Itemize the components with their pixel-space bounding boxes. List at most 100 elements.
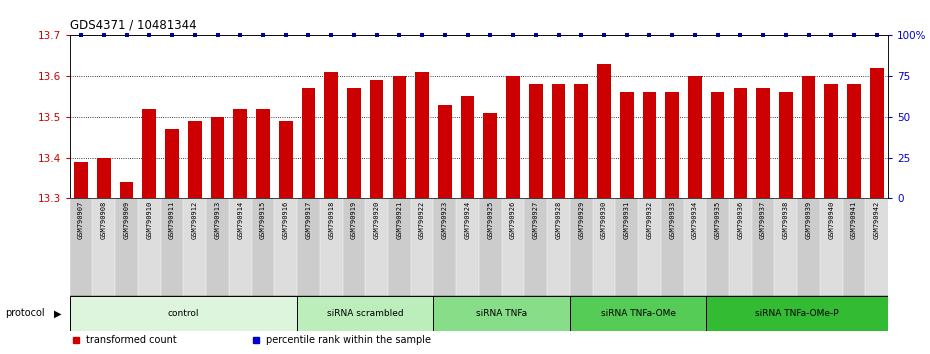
Bar — [252, 198, 274, 296]
Point — [347, 33, 362, 38]
Bar — [388, 198, 411, 296]
Bar — [616, 198, 638, 296]
Point — [756, 33, 771, 38]
Text: GSM790929: GSM790929 — [578, 201, 584, 239]
Bar — [297, 198, 320, 296]
Bar — [433, 198, 457, 296]
Point — [437, 33, 452, 38]
Text: GSM790936: GSM790936 — [737, 201, 743, 239]
Text: siRNA scrambled: siRNA scrambled — [327, 309, 404, 318]
Bar — [756, 88, 770, 198]
Bar — [870, 68, 884, 198]
Text: percentile rank within the sample: percentile rank within the sample — [266, 335, 432, 345]
Bar — [274, 198, 297, 296]
Text: GSM790921: GSM790921 — [396, 201, 403, 239]
Point — [324, 33, 339, 38]
Text: GDS4371 / 10481344: GDS4371 / 10481344 — [70, 19, 196, 32]
Point — [119, 33, 134, 38]
Bar — [706, 296, 888, 331]
Bar — [320, 198, 342, 296]
Bar — [460, 96, 474, 198]
Bar — [70, 198, 92, 296]
Bar — [325, 72, 338, 198]
Bar — [847, 84, 861, 198]
Text: GSM790934: GSM790934 — [692, 201, 698, 239]
Bar — [597, 64, 611, 198]
Text: GSM790939: GSM790939 — [805, 201, 812, 239]
Bar — [370, 80, 383, 198]
Point — [392, 33, 406, 38]
Text: GSM790927: GSM790927 — [533, 201, 538, 239]
Bar — [729, 198, 751, 296]
Bar — [665, 92, 679, 198]
Bar — [506, 76, 520, 198]
Bar — [706, 198, 729, 296]
Point — [256, 33, 271, 38]
Text: GSM790914: GSM790914 — [237, 201, 244, 239]
Bar — [684, 198, 706, 296]
Point — [97, 33, 112, 38]
Bar — [620, 92, 633, 198]
Bar — [547, 198, 570, 296]
Bar — [115, 198, 138, 296]
Bar — [92, 198, 115, 296]
Bar — [301, 88, 315, 198]
Point — [665, 33, 680, 38]
Point — [73, 33, 88, 38]
Point — [596, 33, 611, 38]
Point — [870, 33, 884, 38]
Bar — [484, 113, 498, 198]
Bar — [661, 198, 684, 296]
Point — [687, 33, 702, 38]
Bar — [70, 296, 297, 331]
Text: GSM790925: GSM790925 — [487, 201, 493, 239]
Bar — [211, 117, 224, 198]
Bar — [97, 158, 111, 198]
Point — [301, 33, 316, 38]
Text: GSM790913: GSM790913 — [215, 201, 220, 239]
Bar — [342, 198, 365, 296]
Text: GSM790917: GSM790917 — [305, 201, 312, 239]
Text: transformed count: transformed count — [86, 335, 177, 345]
Text: GSM790915: GSM790915 — [260, 201, 266, 239]
Bar — [802, 76, 816, 198]
Bar — [711, 92, 724, 198]
Bar — [416, 72, 429, 198]
Bar — [161, 198, 183, 296]
Point — [369, 33, 384, 38]
Bar — [411, 198, 433, 296]
Bar — [638, 198, 661, 296]
Bar — [643, 92, 657, 198]
Bar — [256, 109, 270, 198]
Bar — [347, 88, 361, 198]
Text: GSM790907: GSM790907 — [78, 201, 84, 239]
Text: GSM790920: GSM790920 — [374, 201, 379, 239]
Bar — [457, 198, 479, 296]
Bar — [551, 84, 565, 198]
Text: GSM790941: GSM790941 — [851, 201, 857, 239]
Text: GSM790909: GSM790909 — [124, 201, 129, 239]
Point — [460, 33, 475, 38]
Bar — [779, 92, 792, 198]
Text: control: control — [167, 309, 199, 318]
Text: GSM790908: GSM790908 — [100, 201, 107, 239]
Text: GSM790910: GSM790910 — [146, 201, 153, 239]
Text: GSM790916: GSM790916 — [283, 201, 288, 239]
Bar — [479, 198, 501, 296]
Text: siRNA TNFa-OMe-P: siRNA TNFa-OMe-P — [755, 309, 839, 318]
Bar — [525, 198, 547, 296]
Bar — [74, 161, 88, 198]
Point — [415, 33, 430, 38]
Text: GSM790942: GSM790942 — [874, 201, 880, 239]
Point — [778, 33, 793, 38]
Bar — [433, 296, 570, 331]
Point — [574, 33, 589, 38]
Point — [232, 33, 247, 38]
Point — [142, 33, 157, 38]
Point — [711, 33, 725, 38]
Bar — [775, 198, 797, 296]
Text: GSM790940: GSM790940 — [829, 201, 834, 239]
Bar — [120, 182, 133, 198]
Point — [642, 33, 657, 38]
Bar — [438, 104, 452, 198]
